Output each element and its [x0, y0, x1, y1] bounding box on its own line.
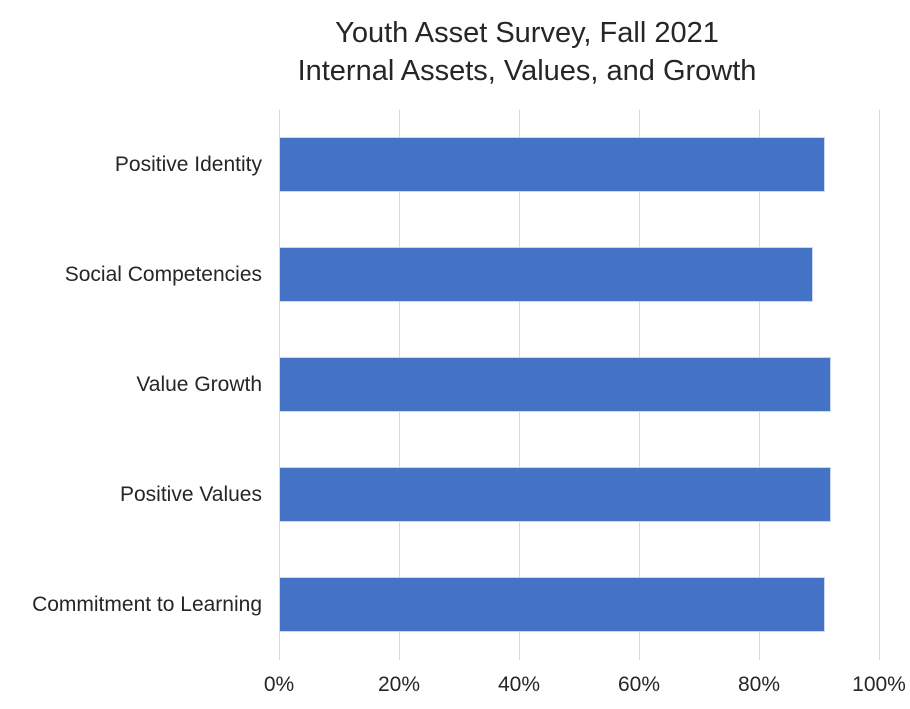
- category-label-social-competencies: Social Competencies: [64, 262, 262, 286]
- plot-area: [278, 110, 880, 660]
- chart-title-line-2: Internal Assets, Values, and Growth: [297, 55, 757, 87]
- category-label-positive-identity: Positive Identity: [114, 152, 262, 176]
- bar-social-competencies: [279, 247, 813, 302]
- x-tick-label-80%: 80%: [737, 673, 781, 696]
- bar-commitment-to-learning: [279, 577, 825, 632]
- x-tick-label-100%: 100%: [852, 673, 906, 696]
- bar-value-growth: [279, 357, 831, 412]
- x-tick-label-0%: 0%: [263, 673, 295, 696]
- bar-positive-values: [279, 467, 831, 522]
- gridline-100%: [878, 110, 880, 660]
- category-label-commitment-to-learning: Commitment to Learning: [32, 592, 262, 616]
- category-label-value-growth: Value Growth: [136, 372, 262, 396]
- chart-title: Youth Asset Survey, Fall 2021 Internal A…: [97, 14, 910, 90]
- x-tick-label-60%: 60%: [617, 673, 661, 696]
- x-tick-label-20%: 20%: [377, 673, 421, 696]
- chart-title-line-1: Youth Asset Survey, Fall 2021: [335, 17, 719, 49]
- bar-positive-identity: [279, 137, 825, 192]
- x-tick-label-40%: 40%: [497, 673, 541, 696]
- category-label-positive-values: Positive Values: [119, 482, 262, 506]
